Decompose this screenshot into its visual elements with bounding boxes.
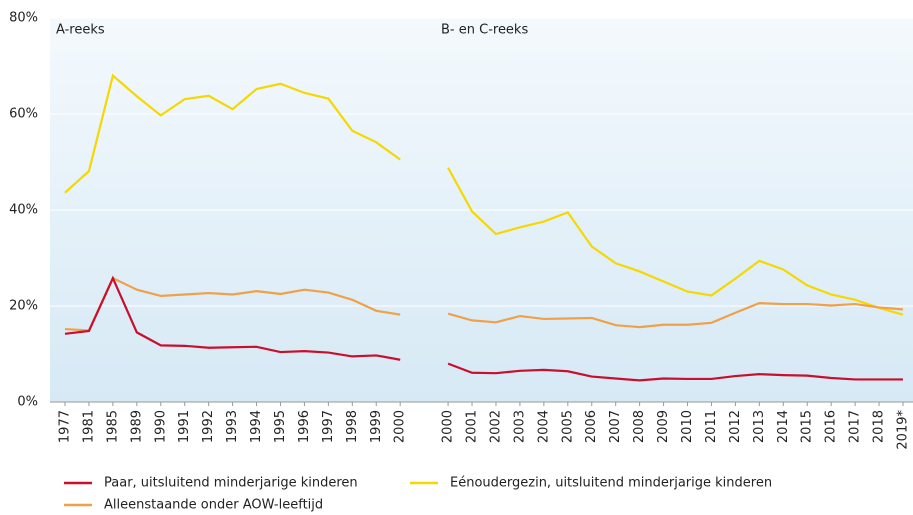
y-tick-label: 40% bbox=[9, 203, 38, 218]
series-line bbox=[64, 276, 904, 332]
x-tick-label: 1985 bbox=[105, 410, 120, 443]
y-tick-label: 60% bbox=[9, 107, 38, 122]
x-tick-label: 2000 bbox=[441, 410, 456, 443]
x-tick-label: 1991 bbox=[177, 410, 192, 443]
legend-label: Paar, uitsluitend minderjarige kinderen bbox=[104, 476, 358, 491]
legend-label: Eénoudergezin, uitsluitend minderjarige … bbox=[450, 476, 772, 491]
x-tick-label: 2010 bbox=[680, 410, 695, 443]
x-tick-label: 2013 bbox=[752, 410, 767, 443]
x-tick-label: 2003 bbox=[512, 410, 527, 443]
x-tick-label: 1981 bbox=[81, 410, 96, 443]
x-tick-label: 1994 bbox=[249, 410, 264, 443]
x-tick-label: 2005 bbox=[560, 410, 575, 443]
y-tick-label: 80% bbox=[9, 11, 38, 26]
x-tick-label: 1998 bbox=[345, 410, 360, 443]
x-tick-label: 2000 bbox=[393, 410, 408, 443]
x-tick-label: 1996 bbox=[297, 410, 312, 443]
x-tick-label: 1977 bbox=[58, 410, 73, 443]
x-tick-label: 1993 bbox=[225, 410, 240, 443]
series-line bbox=[64, 73, 904, 316]
x-tick-label: 2017 bbox=[848, 410, 863, 443]
x-tick-label: 2006 bbox=[584, 410, 599, 443]
x-tick-label: 2011 bbox=[704, 410, 719, 443]
x-tick-label: 2014 bbox=[776, 410, 791, 443]
x-tick-label: 2016 bbox=[824, 410, 839, 443]
legend-label: Alleenstaande onder AOW-leeftijd bbox=[104, 498, 323, 513]
series-line bbox=[64, 275, 903, 382]
y-tick-label: 0% bbox=[17, 395, 38, 410]
x-tick-label: 1999 bbox=[369, 410, 384, 443]
x-tick-label: 2019* bbox=[896, 410, 911, 450]
x-tick-label: 2008 bbox=[632, 410, 647, 443]
annotation: B- en C-reeks bbox=[441, 23, 528, 38]
x-tick-label: 1997 bbox=[321, 410, 336, 443]
x-tick-label: 2001 bbox=[465, 410, 480, 443]
annotation: A-reeks bbox=[56, 23, 105, 38]
x-tick-label: 1992 bbox=[201, 410, 216, 443]
x-tick-label: 1995 bbox=[273, 410, 288, 443]
y-tick-label: 20% bbox=[9, 299, 38, 314]
x-tick-label: 2002 bbox=[488, 410, 503, 443]
x-tick-label: 2004 bbox=[536, 410, 551, 443]
x-tick-label: 2007 bbox=[608, 410, 623, 443]
x-tick-label: 2009 bbox=[656, 410, 671, 443]
x-tick-label: 1989 bbox=[129, 410, 144, 443]
x-tick-label: 1990 bbox=[153, 410, 168, 443]
x-tick-label: 2015 bbox=[800, 410, 815, 443]
x-tick-label: 2018 bbox=[872, 410, 887, 443]
x-tick-label: 2012 bbox=[728, 410, 743, 443]
